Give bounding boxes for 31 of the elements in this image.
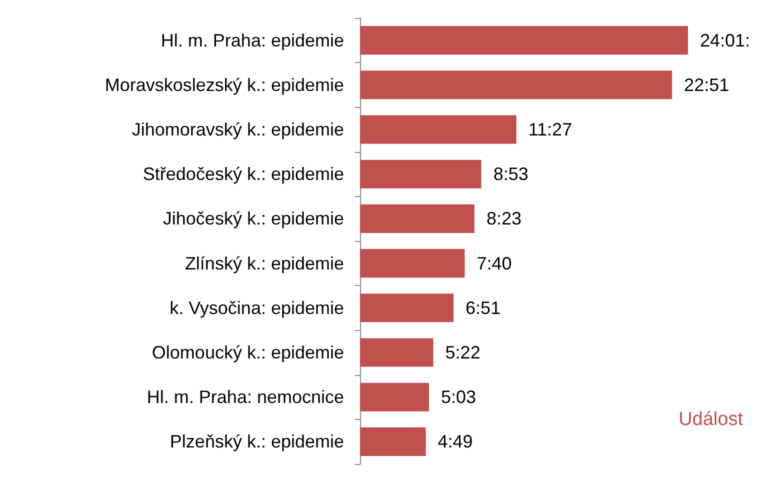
data-label: 11:27 <box>528 120 572 140</box>
bar <box>360 427 426 456</box>
bar <box>360 26 688 55</box>
data-label: 22:51 <box>684 74 730 95</box>
bar <box>360 115 516 144</box>
bar <box>360 160 482 188</box>
bar <box>360 70 672 100</box>
y-tick-label: k. Vysočina: epidemie <box>170 298 344 318</box>
data-label: 24:01: <box>700 30 750 50</box>
data-label: 7:40 <box>476 253 512 274</box>
bar <box>360 204 474 233</box>
y-tick-label: Hl. m. Praha: epidemie <box>160 30 344 50</box>
y-tick-label: Plzeňský k.: epidemie <box>170 432 344 452</box>
bar <box>360 382 429 412</box>
y-tick-label: Středočeský k.: epidemie <box>142 164 344 184</box>
y-tick-label: Jihočeský k.: epidemie <box>162 208 344 229</box>
data-label: 6:51 <box>466 298 501 318</box>
bar <box>360 338 434 367</box>
bar <box>360 249 465 278</box>
y-tick-label: Zlínský k.: epidemie <box>184 253 344 274</box>
data-label: 4:49 <box>438 432 473 452</box>
data-label: 5:03 <box>440 387 476 408</box>
annotation: Událost <box>678 409 744 430</box>
data-label: 5:22 <box>445 342 480 362</box>
data-label: 8:23 <box>486 208 522 229</box>
y-tick-label: Hl. m. Praha: nemocnice <box>146 387 344 408</box>
y-tick-label: Olomoucký k.: epidemie <box>152 342 344 362</box>
y-tick-label: Jihomoravský k.: epidemie <box>132 120 344 140</box>
data-label: 8:53 <box>493 164 528 184</box>
bar <box>360 294 454 322</box>
y-tick-label: Moravskoslezský k.: epidemie <box>104 74 344 95</box>
